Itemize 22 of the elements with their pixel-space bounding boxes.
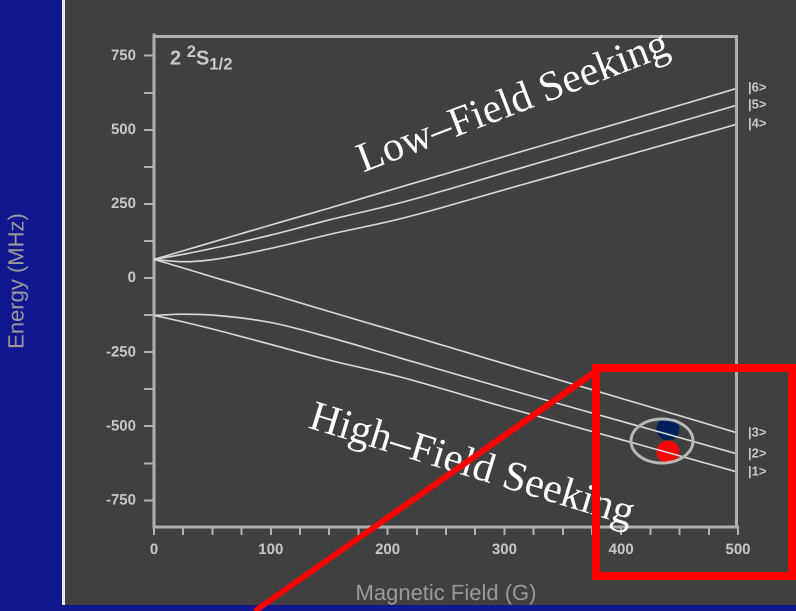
x-tick-label: 100 (258, 541, 284, 558)
series-label: |3> (748, 424, 767, 440)
x-tick-label: 400 (608, 541, 634, 558)
series-label: |1> (748, 464, 767, 479)
y-tick-label: -750 (106, 491, 136, 508)
y-tick-label: 500 (110, 120, 136, 138)
series-label: |2> (748, 446, 767, 461)
y-axis-title: Energy (MHz) (3, 213, 28, 349)
series-label: |6> (748, 80, 767, 95)
x-tick-label: 200 (375, 541, 400, 558)
x-tick-label: 0 (150, 541, 158, 558)
series-label: |4> (748, 115, 767, 130)
x-tick-label: 300 (492, 541, 517, 558)
y-tick-label: -500 (106, 417, 136, 434)
y-tick-label: 0 (128, 269, 136, 286)
series-label: |5> (748, 96, 767, 112)
y-tick-label: 250 (110, 195, 136, 212)
annotation: 2 $^{2}$S$_{1/2}$ (170, 42, 232, 75)
y-tick-label: -250 (106, 343, 136, 360)
x-tick-label: 500 (725, 541, 751, 558)
y-tick-label: 750 (110, 46, 136, 64)
x-axis-title: Magnetic Field (G) (356, 580, 536, 605)
